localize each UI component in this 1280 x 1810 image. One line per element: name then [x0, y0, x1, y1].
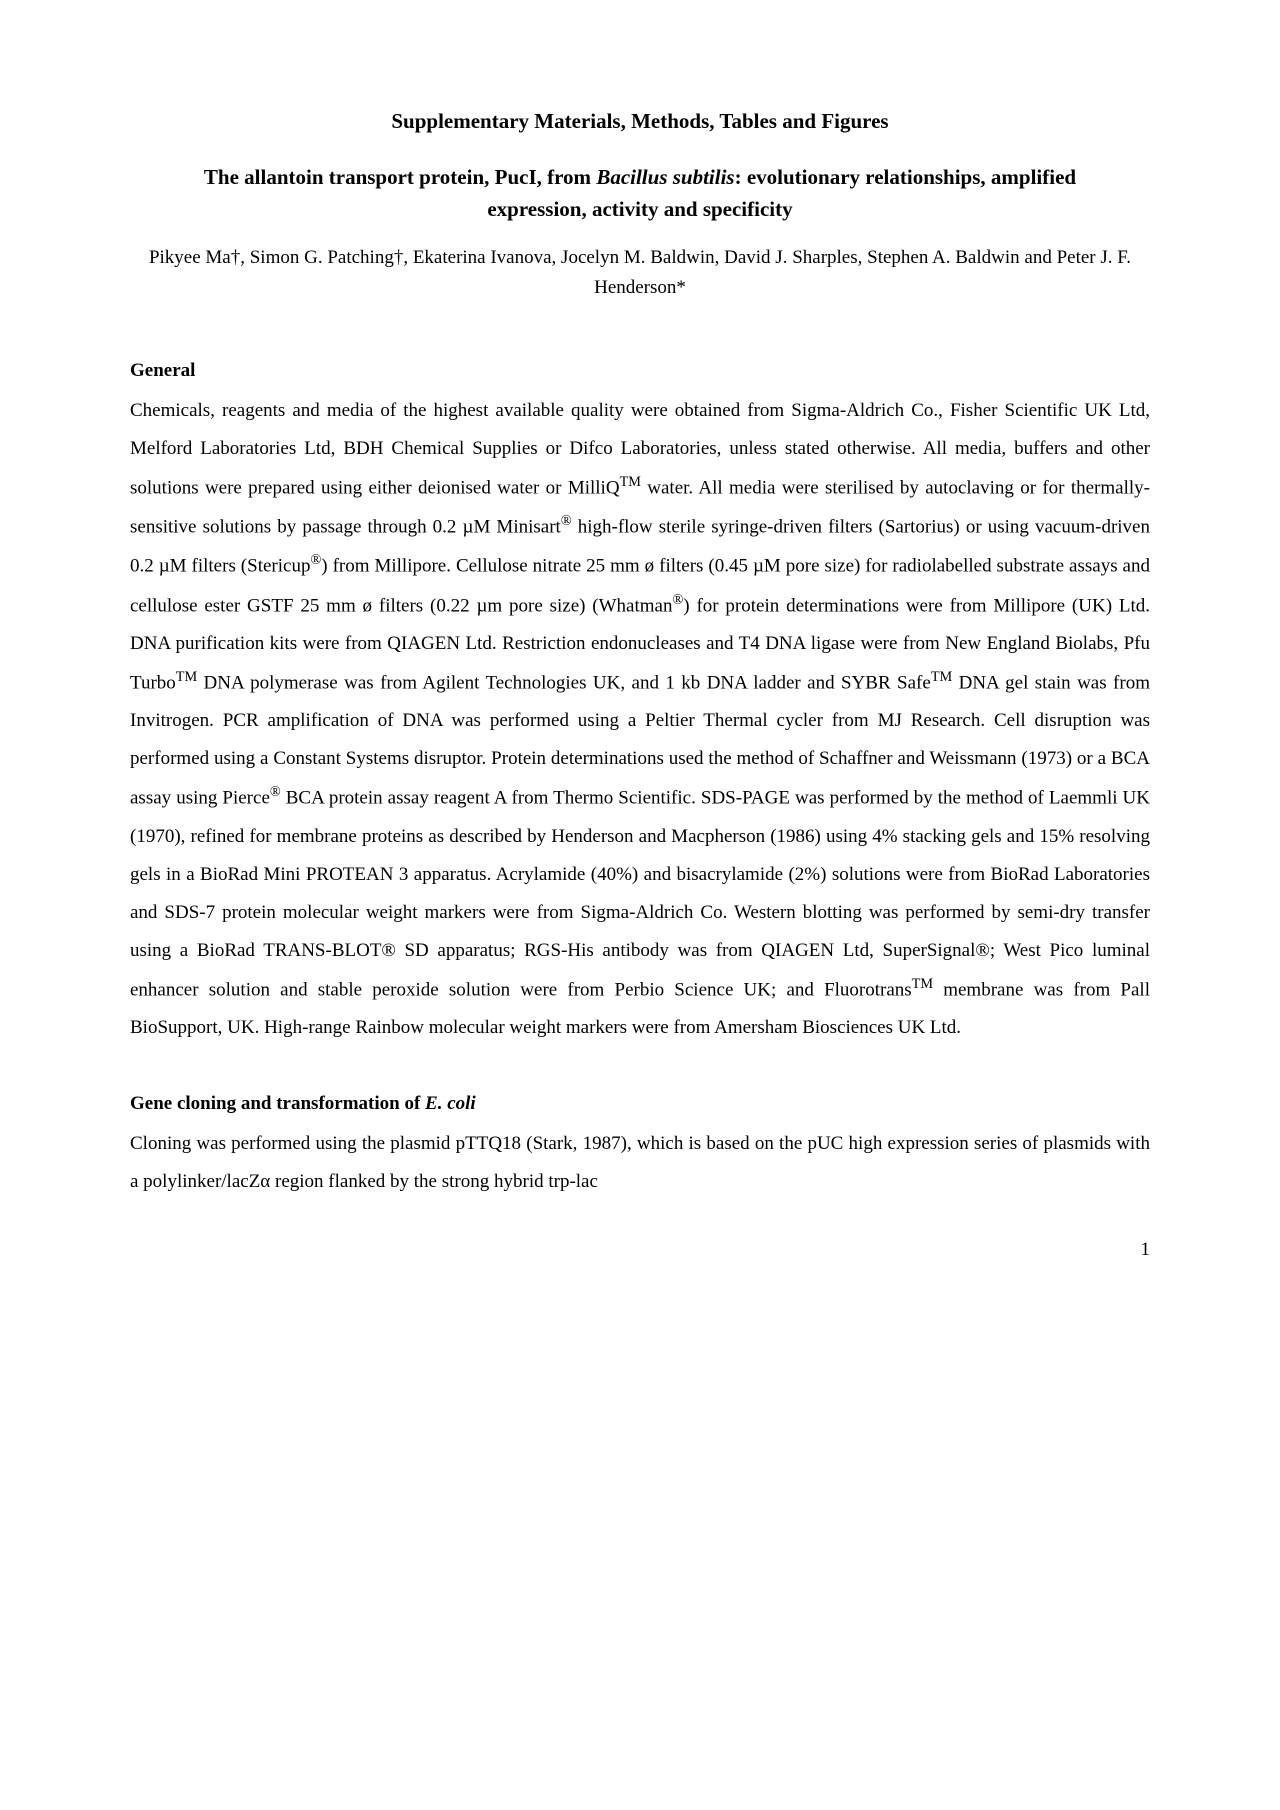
title-prefix: The allantoin transport protein, PucI, f… [204, 165, 596, 189]
spacer [130, 1047, 1150, 1075]
section-heading-general: General [130, 352, 1150, 390]
general-body-text: Chemicals, reagents and media of the hig… [130, 392, 1150, 1047]
paper-title: The allantoin transport protein, PucI, f… [160, 162, 1120, 225]
title-species: Bacillus subtilis [596, 165, 734, 189]
page-number: 1 [130, 1231, 1150, 1269]
authors-line: Pikyee Ma†, Simon G. Patching†, Ekaterin… [130, 243, 1150, 304]
cloning-body-text: Cloning was performed using the plasmid … [130, 1125, 1150, 1201]
supplementary-title: Supplementary Materials, Methods, Tables… [130, 100, 1150, 142]
cloning-heading-species: E. coli [425, 1093, 476, 1114]
document-page: Supplementary Materials, Methods, Tables… [0, 0, 1280, 1329]
section-heading-cloning: Gene cloning and transformation of E. co… [130, 1085, 1150, 1123]
cloning-heading-prefix: Gene cloning and transformation of [130, 1093, 425, 1114]
